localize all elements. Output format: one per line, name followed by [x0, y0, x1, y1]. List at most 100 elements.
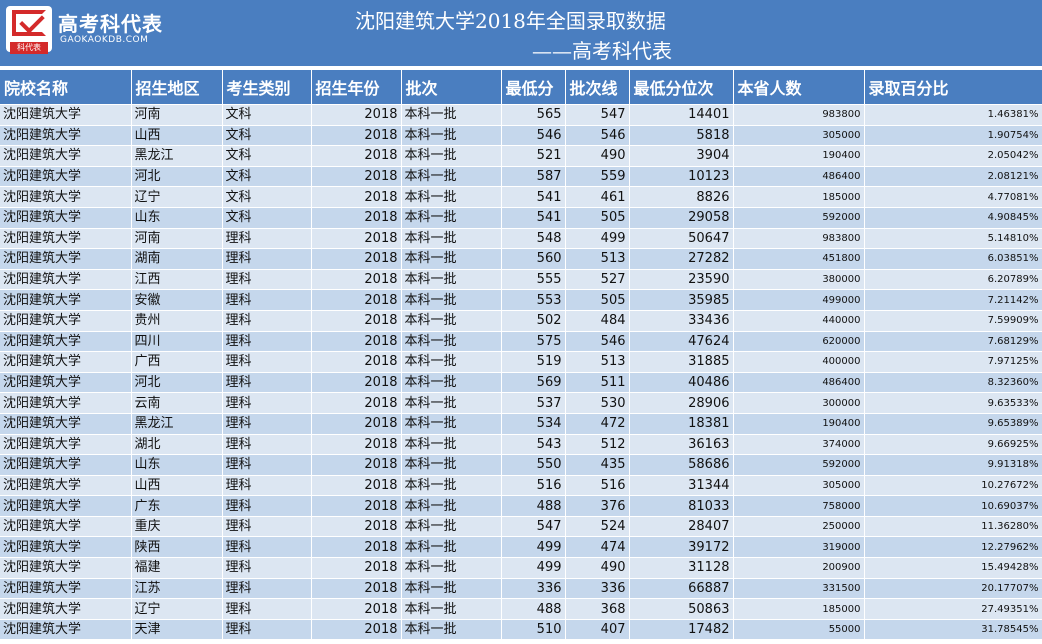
cell-batch: 本科一批	[401, 516, 502, 538]
table-row: 沈阳建筑大学 河南 理科 2018 本科一批 548 499 50647 983800 5.148…	[0, 228, 1042, 250]
table-row: 沈阳建筑大学 湖北 理科 2018 本科一批 543 512 36163 374000 9.669…	[0, 434, 1042, 456]
cell-province-count: 380000	[733, 269, 865, 291]
cell-admit-percent: 9.63533%	[864, 392, 1042, 414]
cell-admit-percent: 20.17707%	[864, 578, 1042, 600]
column-header-min-rank: 最低分位次	[629, 70, 734, 105]
cell-year: 2018	[311, 516, 402, 538]
cell-admit-percent: 7.68129%	[864, 331, 1042, 353]
cell-category: 文科	[222, 145, 312, 167]
cell-min-score: 499	[501, 536, 566, 559]
cell-min-rank: 33436	[629, 310, 734, 332]
cell-province-count: 305000	[733, 475, 865, 497]
cell-province-count: 451800	[733, 248, 865, 270]
cell-batch-line: 511	[565, 372, 630, 394]
cell-category: 理科	[222, 598, 312, 620]
cell-category: 理科	[222, 536, 312, 559]
cell-min-score: 541	[501, 207, 566, 229]
table-row: 沈阳建筑大学 江苏 理科 2018 本科一批 336 336 66887 331500 20.17…	[0, 578, 1042, 600]
cell-category: 理科	[222, 454, 312, 476]
cell-min-rank: 3904	[629, 145, 734, 167]
cell-batch: 本科一批	[401, 413, 502, 435]
table-row: 沈阳建筑大学 广西 理科 2018 本科一批 519 513 31885 400000 7.971…	[0, 351, 1042, 373]
table-row: 沈阳建筑大学 湖南 理科 2018 本科一批 560 513 27282 451800 6.038…	[0, 248, 1042, 270]
cell-school: 沈阳建筑大学	[0, 619, 132, 641]
table-row: 沈阳建筑大学 黑龙江 理科 2018 本科一批 534 472 18381 190400 9.65…	[0, 413, 1042, 435]
table-row: 沈阳建筑大学 山东 文科 2018 本科一批 541 505 29058 592000 4.908…	[0, 207, 1042, 229]
cell-region: 云南	[131, 392, 223, 414]
cell-province-count: 55000	[733, 619, 865, 641]
column-header-batch: 批次	[401, 70, 502, 105]
cell-min-rank: 31885	[629, 351, 734, 373]
cell-batch: 本科一批	[401, 331, 502, 353]
cell-category: 文科	[222, 104, 312, 126]
cell-min-rank: 35985	[629, 289, 734, 311]
cell-school: 沈阳建筑大学	[0, 598, 132, 620]
cell-category: 文科	[222, 166, 312, 188]
cell-region: 山东	[131, 207, 223, 229]
cell-batch-line: 474	[565, 536, 630, 559]
cell-year: 2018	[311, 434, 402, 456]
cell-batch: 本科一批	[401, 145, 502, 167]
cell-school: 沈阳建筑大学	[0, 351, 132, 373]
cell-category: 理科	[222, 269, 312, 291]
cell-category: 理科	[222, 516, 312, 538]
cell-admit-percent: 7.97125%	[864, 351, 1042, 373]
cell-min-score: 555	[501, 269, 566, 291]
logo-frame-icon	[12, 10, 46, 36]
cell-category: 理科	[222, 248, 312, 270]
cell-category: 理科	[222, 434, 312, 456]
cell-admit-percent: 10.27672%	[864, 475, 1042, 497]
cell-min-score: 587	[501, 166, 566, 188]
cell-min-score: 537	[501, 392, 566, 414]
cell-min-rank: 14401	[629, 104, 734, 126]
cell-min-rank: 18381	[629, 413, 734, 435]
cell-category: 理科	[222, 557, 312, 579]
cell-province-count: 331500	[733, 578, 865, 600]
cell-year: 2018	[311, 104, 402, 126]
cell-batch-line: 505	[565, 207, 630, 229]
cell-year: 2018	[311, 145, 402, 167]
cell-category: 文科	[222, 125, 312, 147]
cell-batch: 本科一批	[401, 372, 502, 394]
cell-batch-line: 368	[565, 598, 630, 620]
table-row: 沈阳建筑大学 山西 文科 2018 本科一批 546 546 5818 305000 1.9075…	[0, 125, 1042, 147]
cell-region: 重庆	[131, 516, 223, 538]
cell-admit-percent: 2.08121%	[864, 166, 1042, 188]
cell-year: 2018	[311, 186, 402, 208]
cell-min-rank: 50647	[629, 228, 734, 250]
cell-batch: 本科一批	[401, 186, 502, 208]
cell-batch-line: 505	[565, 289, 630, 311]
cell-year: 2018	[311, 269, 402, 291]
cell-school: 沈阳建筑大学	[0, 104, 132, 126]
brand-url: GAOKAOKDB.COM	[60, 35, 149, 45]
cell-batch: 本科一批	[401, 351, 502, 373]
cell-admit-percent: 2.05042%	[864, 145, 1042, 167]
cell-region: 福建	[131, 557, 223, 579]
table-row: 沈阳建筑大学 广东 理科 2018 本科一批 488 376 81033 758000 10.69…	[0, 495, 1042, 517]
cell-year: 2018	[311, 166, 402, 188]
cell-province-count: 592000	[733, 207, 865, 229]
cell-region: 湖北	[131, 434, 223, 456]
cell-province-count: 499000	[733, 289, 865, 311]
table-row: 沈阳建筑大学 山西 理科 2018 本科一批 516 516 31344 305000 10.27…	[0, 475, 1042, 497]
cell-batch-line: 461	[565, 186, 630, 208]
cell-region: 天津	[131, 619, 223, 641]
cell-admit-percent: 7.59909%	[864, 310, 1042, 332]
cell-batch: 本科一批	[401, 557, 502, 579]
cell-min-score: 569	[501, 372, 566, 394]
cell-min-score: 560	[501, 248, 566, 270]
cell-year: 2018	[311, 372, 402, 394]
table-row: 沈阳建筑大学 安徽 理科 2018 本科一批 553 505 35985 499000 7.211…	[0, 289, 1042, 311]
cell-min-rank: 31344	[629, 475, 734, 497]
cell-province-count: 486400	[733, 166, 865, 188]
table-row: 沈阳建筑大学 天津 理科 2018 本科一批 510 407 17482 55000 31.785…	[0, 619, 1042, 641]
cell-admit-percent: 7.21142%	[864, 289, 1042, 311]
column-header-school: 院校名称	[0, 70, 132, 105]
cell-province-count: 983800	[733, 104, 865, 126]
cell-category: 理科	[222, 289, 312, 311]
cell-school: 沈阳建筑大学	[0, 207, 132, 229]
cell-batch: 本科一批	[401, 228, 502, 250]
cell-school: 沈阳建筑大学	[0, 392, 132, 414]
cell-admit-percent: 9.66925%	[864, 434, 1042, 456]
cell-min-score: 502	[501, 310, 566, 332]
